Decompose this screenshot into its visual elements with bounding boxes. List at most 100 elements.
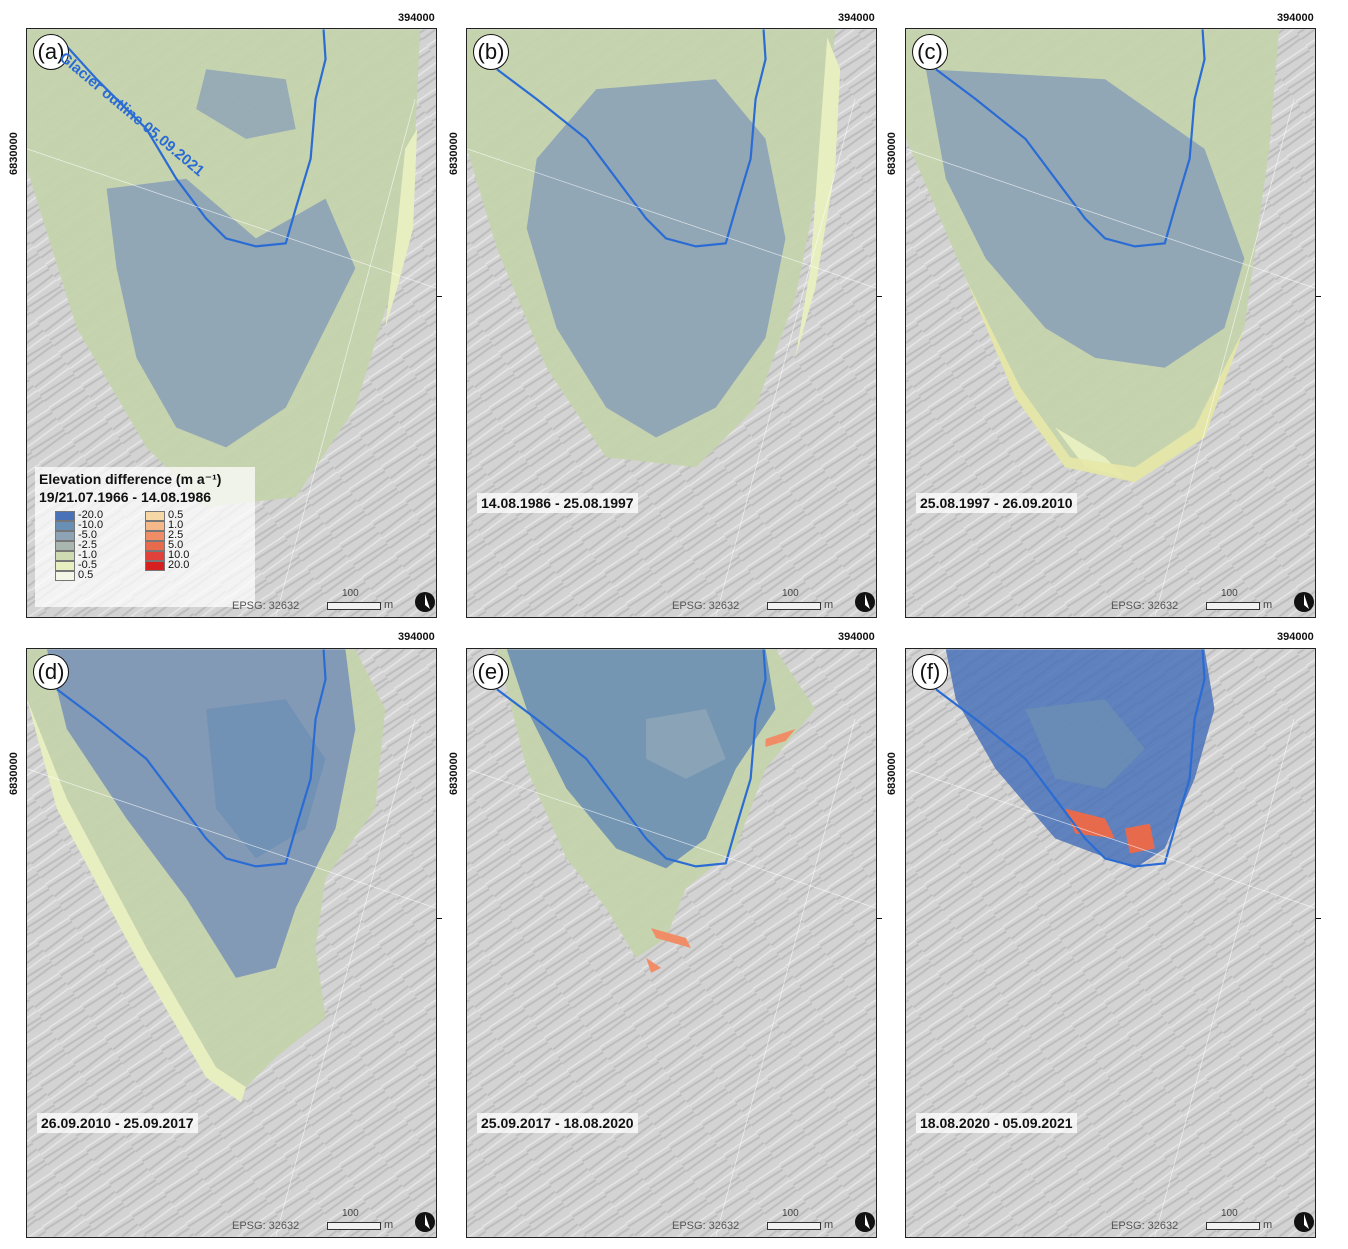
scale-value: 100 [342,1208,359,1219]
legend-swatch [55,531,75,541]
panel-letter-b: (b) [473,34,509,70]
legend-item: -10.0 [55,519,135,531]
north-arrow-icon [854,1211,876,1233]
period-label-b: 14.08.1986 - 25.08.1997 [477,493,638,513]
legend: Elevation difference (m a⁻¹) 19/21.07.19… [35,467,255,607]
legend-item: -1.0 [55,549,135,561]
legend-item: -20.0 [55,509,135,521]
legend-value: -10.0 [78,519,104,531]
legend-swatch [55,541,75,551]
legend-item: 20.0 [145,559,225,571]
scale-bar [327,1222,381,1230]
scale-value: 100 [1221,588,1238,599]
panel-f: (f) 18.08.2020 - 05.09.2021 EPSG: 32632 … [905,648,1316,1238]
epsg-label: EPSG: 32632 [232,1220,300,1232]
tick [877,296,882,297]
easting-label-top-a: 394000 [398,12,435,24]
map-b [467,29,876,617]
scale-bar [767,602,821,610]
map-d [27,649,436,1237]
legend-item: -0.5 [55,559,135,571]
legend-value: 1.0 [168,519,184,531]
northing-label-c: 6830000 [886,132,898,175]
legend-swatch [55,511,75,521]
scale-bar [767,1222,821,1230]
northing-label-d: 6830000 [8,752,20,795]
legend-swatch [145,531,165,541]
legend-value: -2.5 [78,539,97,551]
legend-item: 0.5 [145,509,225,521]
legend-value: -1.0 [78,549,97,561]
north-arrow-icon [414,1211,436,1233]
north-arrow-icon [854,591,876,613]
epsg-label: EPSG: 32632 [1111,1220,1179,1232]
panel-letter-f: (f) [912,654,948,690]
scale-bar [1206,602,1260,610]
legend-item: -5.0 [55,529,135,541]
scale-bar [327,602,381,610]
panel-letter-a: (a) [33,34,69,70]
epsg-label: EPSG: 32632 [232,600,300,612]
legend-item: 0.5 [55,569,135,581]
map-f [906,649,1315,1237]
legend-swatch [145,541,165,551]
panel-letter-c: (c) [912,34,948,70]
legend-neg-col: -20.0 -10.0 -5.0 -2.5 -1.0 -0.5 0.5 [55,509,135,581]
legend-value: -20.0 [78,509,104,521]
north-arrow-icon [1293,591,1315,613]
legend-item: 2.5 [145,529,225,541]
easting-label-mid-b: 394000 [838,631,875,643]
period-label-d: 26.09.2010 - 25.09.2017 [37,1113,198,1133]
scale-unit: m [384,1219,394,1231]
legend-swatch [145,521,165,531]
scale-bar [1206,1222,1260,1230]
legend-swatch [55,551,75,561]
north-arrow-icon [414,591,436,613]
legend-value: 0.5 [78,569,94,581]
legend-value: 2.5 [168,529,184,541]
map-e [467,649,876,1237]
tick [437,918,442,919]
easting-label-mid-a: 394000 [398,631,435,643]
legend-value: 20.0 [168,559,190,571]
legend-swatch [145,551,165,561]
legend-title: Elevation difference (m a⁻¹) [39,471,222,487]
legend-value: -0.5 [78,559,97,571]
legend-swatch [145,511,165,521]
map-a [27,29,436,617]
easting-label-mid-c: 394000 [1277,631,1314,643]
northing-label-e: 6830000 [448,752,460,795]
easting-label-top-b: 394000 [838,12,875,24]
legend-value: -5.0 [78,529,97,541]
legend-swatch [145,561,165,571]
period-label-e: 25.09.2017 - 18.08.2020 [477,1113,638,1133]
legend-swatch [55,561,75,571]
tick [1316,296,1321,297]
scale-unit: m [1263,1219,1273,1231]
north-arrow-icon [1293,1211,1315,1233]
map-c [906,29,1315,617]
scale-unit: m [824,599,834,611]
panel-letter-e: (e) [473,654,509,690]
scale-unit: m [384,599,394,611]
legend-item: 10.0 [145,549,225,561]
northing-label-b: 6830000 [448,132,460,175]
legend-period: 19/21.07.1966 - 14.08.1986 [39,489,212,505]
northing-label-f: 6830000 [886,752,898,795]
epsg-label: EPSG: 32632 [672,1220,740,1232]
legend-swatch [55,571,75,581]
legend-value: 10.0 [168,549,190,561]
scale-unit: m [824,1219,834,1231]
panel-b: (b) 14.08.1986 - 25.08.1997 EPSG: 32632 … [466,28,877,618]
epsg-label: EPSG: 32632 [672,600,740,612]
tick [877,918,882,919]
legend-value: 5.0 [168,539,184,551]
epsg-label: EPSG: 32632 [1111,600,1179,612]
legend-swatch [55,521,75,531]
panel-a: (a) Glacier outline 05.09.2021 Elevation… [26,28,437,618]
tick [1316,918,1321,919]
scale-unit: m [1263,599,1273,611]
legend-value: 0.5 [168,509,184,521]
northing-label-a: 6830000 [8,132,20,175]
scale-value: 100 [342,588,359,599]
